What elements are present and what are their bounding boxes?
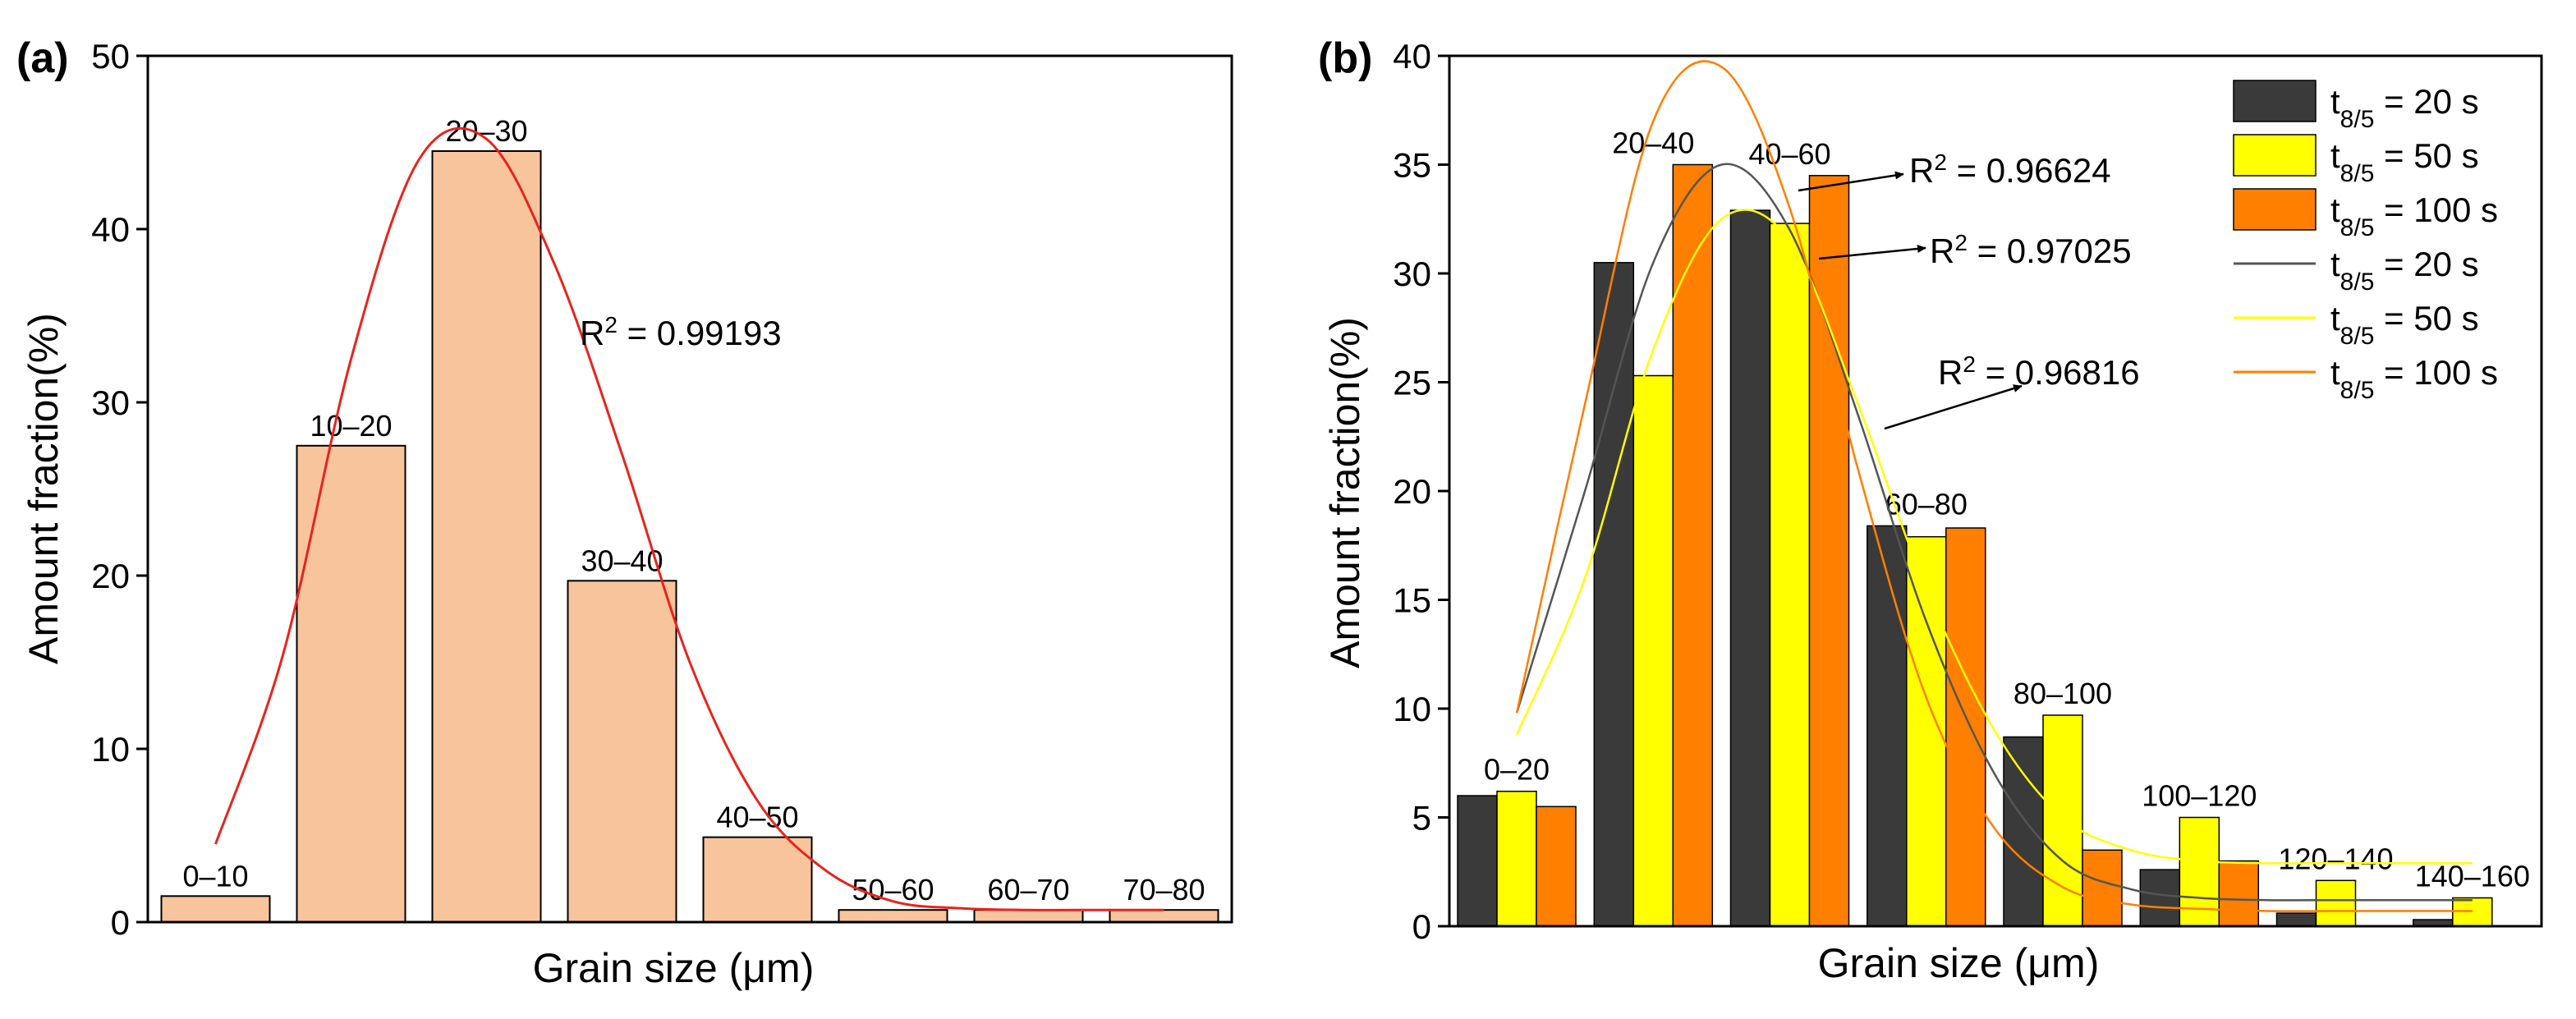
bar-60-70 [973,909,1084,923]
bar-40-60-t8-5-20-s [1729,209,1771,927]
bar-60-80-t8-5-100-s [1945,527,1986,927]
y-tick-label: 30 [1393,255,1431,293]
bar-label-20-30: 20–30 [445,114,527,148]
bar-group-label-40-60: 40–60 [1748,137,1830,171]
bar-70-80 [1109,909,1219,923]
r2-label-100s: R2 = 0.96816 [1938,351,2140,392]
legend-label-line-t8-5-100-s: t8/5 = 100 s [2330,353,2498,404]
bar-group-label-0-20: 0–20 [1484,753,1550,787]
panel-a-axes-frame [146,54,1233,924]
panel-b-fit-curves [1515,60,2473,912]
legend-label-line-t8-5-50-s: t8/5 = 50 s [2330,299,2479,350]
legend-label-bar-t8-5-100-s: t8/5 = 100 s [2330,190,2498,241]
legend-swatch-bar-t8-5-100-s [2233,188,2317,231]
legend-swatch-bar-t8-5-50-s [2233,134,2317,177]
bar-label-70-80: 70–80 [1123,873,1205,907]
y-tick-label: 40 [1393,37,1431,76]
fit-curve-t8-5-100-s [1515,60,2473,912]
bar-20-40-t8-5-20-s [1593,262,1635,927]
bar-20-30 [431,150,542,923]
y-tick-label: 15 [1393,581,1431,620]
legend-swatch-bar-t8-5-20-s [2233,80,2317,122]
bar-group-label-120-140: 120–140 [2278,842,2393,875]
panel-b-bars [1457,163,2493,927]
y-tick-label: 20 [1393,472,1431,511]
bar-20-40-t8-5-100-s [1672,163,1714,927]
bar-group-label-100-120: 100–120 [2142,779,2257,813]
y-tick-label: 25 [1393,364,1431,402]
bar-80-100-t8-5-50-s [2042,714,2083,927]
legend-label-bar-t8-5-50-s: t8/5 = 50 s [2330,136,2479,187]
bar-0-20-t8-5-50-s [1496,790,1537,927]
panel-b-annotations: R2 = 0.96624 R2 = 0.97025 R2 = 0.96816 [1798,149,2140,430]
panel-a-y-axis-title: Amount fraction(%) [21,313,67,664]
legend-label-line-t8-5-20-s: t8/5 = 20 s [2330,245,2479,296]
bar-40-60-t8-5-50-s [1769,223,1811,927]
bar-120-140-t8-5-20-s [2275,912,2317,927]
y-tick-label: 0 [111,903,130,942]
r2-arrow-100s [1884,384,2023,430]
bar-120-140-t8-5-50-s [2315,879,2357,927]
y-tick-label: 10 [1393,690,1431,728]
y-tick-label: 0 [1412,907,1431,946]
bar-100-120-t8-5-20-s [2139,869,2181,927]
panel-b-y-ticks: 0 5 10 15 20 25 30 35 40 [1393,37,1449,946]
panel-b-legend: t8/5 = 20 st8/5 = 50 st8/5 = 100 st8/5 =… [2233,80,2498,404]
y-tick-label: 50 [91,37,130,76]
bar-label-0-10: 0–10 [182,859,248,893]
bar-10-20 [296,444,406,924]
bar-group-label-80-100: 80–100 [2014,677,2112,710]
legend-label-bar-t8-5-20-s: t8/5 = 20 s [2330,82,2479,133]
bar-100-120-t8-5-100-s [2218,860,2260,927]
y-tick-label: 5 [1412,799,1431,838]
bar-80-100-t8-5-100-s [2082,849,2123,927]
panel-b-y-axis-title: Amount fraction(%) [1322,317,1368,668]
y-tick-label: 20 [91,557,130,595]
r2-arrow-50s [1818,245,1926,260]
r2-label-50s: R2 = 0.97025 [1930,230,2132,271]
bar-20-40-t8-5-50-s [1632,374,1674,927]
panel-b-label: (b) [1318,34,1372,82]
y-tick-label: 10 [91,730,130,769]
bar-30-40 [567,580,677,923]
r2-arrow-20s [1798,171,1904,192]
panel-b-x-axis-title: Grain size (μm) [1818,940,2100,986]
panel-a-fit-curve [214,126,1164,911]
panel-a-label: (a) [16,34,69,82]
bar-label-10-20: 10–20 [310,409,392,443]
bar-0-10 [160,895,271,924]
bar-group-label-20-40: 20–40 [1612,126,1694,160]
bar-0-20-t8-5-100-s [1536,806,1577,927]
r2-label-20s: R2 = 0.96624 [1909,149,2111,190]
bar-60-80-t8-5-20-s [1867,525,1908,927]
bar-0-20-t8-5-20-s [1457,795,1498,927]
panel-a-y-ticks: 0 10 20 30 40 50 [91,37,148,942]
bar-40-50 [702,836,813,923]
fit-curve-t8-5-20-s [1515,163,2473,902]
bar-50-60 [838,909,948,923]
bar-label-60-70: 60–70 [987,873,1069,907]
bar-label-40-50: 40–50 [716,801,798,834]
bar-group-label-140-160: 140–160 [2415,860,2530,893]
y-tick-label: 30 [91,383,130,422]
y-tick-label: 35 [1393,146,1431,185]
bar-label-30-40: 30–40 [581,544,663,577]
panel-a-bars [160,150,1219,924]
panel-a-r2-label: R2 = 0.99193 [580,312,782,353]
y-tick-label: 40 [91,210,130,249]
bar-80-100-t8-5-20-s [2003,736,2044,927]
panel-a-x-axis-title: Grain size (μm) [533,945,815,991]
fit-curve-t8-5-50-s [1515,209,2473,865]
